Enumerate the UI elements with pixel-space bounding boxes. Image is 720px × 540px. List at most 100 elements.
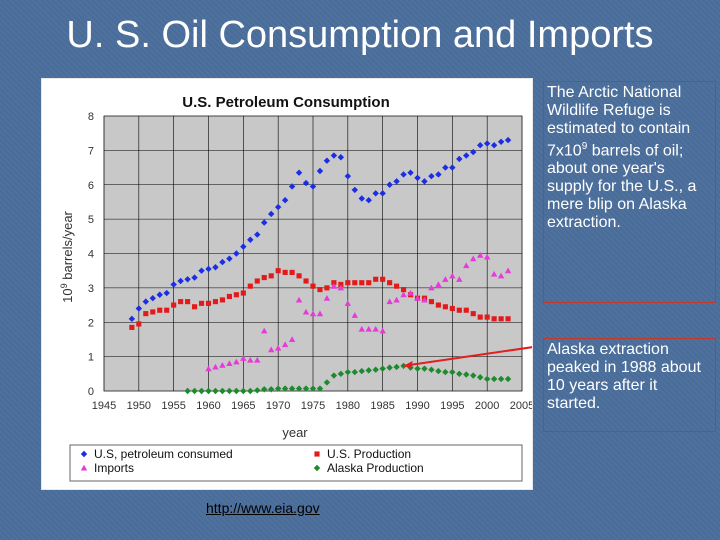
imports-point [393, 296, 400, 303]
legend-box [69, 444, 523, 482]
alaska-production-point [247, 387, 254, 395]
y-tick-label: 7 [88, 145, 94, 157]
u-s-petroleum-consumed-point [128, 315, 136, 323]
u-s-production-point [192, 304, 198, 310]
note-alaska-peak: Alaska extraction peaked in 1988 about 1… [543, 338, 716, 432]
alaska-production-point [212, 387, 219, 395]
imports-point [407, 289, 414, 296]
imports-point [302, 308, 310, 315]
u-s-petroleum-consumed-point [149, 294, 156, 302]
u-s-production-point [212, 299, 219, 305]
u-s-petroleum-consumed-point [163, 289, 170, 297]
note-arctic-refuge: The Arctic National Wildlife Refuge is e… [543, 81, 716, 303]
u-s-production-point [470, 311, 476, 317]
alaska-production-point [309, 385, 317, 392]
alaska-production-point [205, 387, 212, 395]
imports-point [212, 363, 219, 370]
alaska-production-point [240, 387, 247, 395]
u-s-production-point [401, 287, 407, 293]
imports-point [428, 284, 435, 291]
alaska-production-point [456, 370, 463, 378]
u-s-petroleum-consumed-point [198, 267, 205, 274]
imports-point [316, 310, 324, 317]
u-s-production-point [282, 269, 288, 275]
u-s-petroleum-consumed-point [240, 243, 247, 250]
alaska-production-point [191, 387, 198, 395]
y-tick-label: 6 [88, 180, 94, 192]
imports-point [261, 327, 268, 334]
u-s-production-point [373, 276, 379, 282]
imports-point [288, 336, 296, 342]
slide-title: U. S. Oil Consumption and Imports [66, 14, 654, 56]
imports-point [240, 355, 247, 361]
y-tick-label: 8 [88, 111, 94, 123]
imports-point [344, 300, 352, 306]
imports-point [365, 325, 372, 332]
u-s-production-point [164, 307, 170, 313]
u-s-production-point [157, 307, 163, 313]
imports-point [372, 325, 379, 332]
imports-point [309, 310, 317, 317]
alaska-production-point [442, 368, 449, 376]
u-s-production-point [387, 280, 393, 286]
u-s-petroleum-consumed-point [156, 291, 163, 298]
u-s-production-point [324, 285, 330, 291]
imports-point [386, 298, 393, 305]
imports-point [497, 272, 505, 279]
imports-point [421, 296, 428, 303]
source-link[interactable]: http://www.eia.gov [206, 500, 320, 516]
x-tick-label: 1985 [370, 400, 394, 412]
imports-point [254, 356, 261, 363]
u-s-production-point [442, 304, 448, 310]
alaska-production-point [428, 366, 435, 373]
u-s-production-point [338, 281, 344, 287]
y-tick-label: 2 [88, 317, 94, 329]
imports-point [219, 362, 226, 368]
u-s-production-point [240, 290, 246, 296]
alaska-production-point [470, 372, 477, 379]
alaska-production-point [435, 367, 442, 375]
u-s-production-point [143, 311, 149, 317]
imports-point [351, 312, 358, 318]
x-tick-label: 2000 [475, 400, 499, 412]
y-tick-label: 0 [88, 386, 94, 398]
u-s-petroleum-consumed-point [268, 210, 275, 218]
alaska-production-point [268, 386, 275, 393]
u-s-production-point [296, 273, 302, 279]
y-axis-label: 109 barrels/year [59, 210, 75, 302]
imports-point [442, 276, 449, 282]
alaska-production-point [351, 368, 358, 376]
u-s-production-point [171, 302, 177, 308]
u-s-production-point [435, 302, 441, 308]
u-s-production-point [331, 280, 337, 286]
alaska-production-point [261, 386, 268, 393]
u-s-petroleum-consumed-point [142, 298, 149, 305]
u-s-petroleum-consumed-point [212, 264, 219, 271]
u-s-production-point [484, 314, 490, 320]
alaska-production-point [219, 387, 226, 395]
x-tick-label: 1975 [301, 400, 325, 412]
u-s-petroleum-consumed-point [170, 281, 177, 288]
legend-label: Alaska Production [327, 461, 424, 475]
u-s-production-point [317, 287, 323, 293]
u-s-production-point [275, 268, 281, 274]
u-s-petroleum-consumed-point [247, 236, 254, 243]
imports-point [449, 272, 456, 279]
u-s-production-point [198, 300, 205, 306]
alaska-production-point [379, 365, 386, 372]
x-tick-label: 1950 [127, 400, 151, 412]
u-s-petroleum-consumed-point [135, 305, 143, 312]
imports-point [274, 344, 282, 351]
imports-point [483, 253, 491, 260]
u-s-production-point [456, 307, 462, 313]
alaska-production-point [490, 375, 498, 383]
alaska-production-point [372, 366, 379, 373]
legend-marker [314, 451, 320, 457]
alaska-production-point [295, 385, 303, 392]
x-tick-label: 1990 [405, 400, 429, 412]
alaska-production-point [497, 375, 505, 383]
u-s-petroleum-consumed-point [184, 276, 191, 283]
alaska-production-point [323, 379, 331, 386]
imports-point [414, 294, 421, 301]
